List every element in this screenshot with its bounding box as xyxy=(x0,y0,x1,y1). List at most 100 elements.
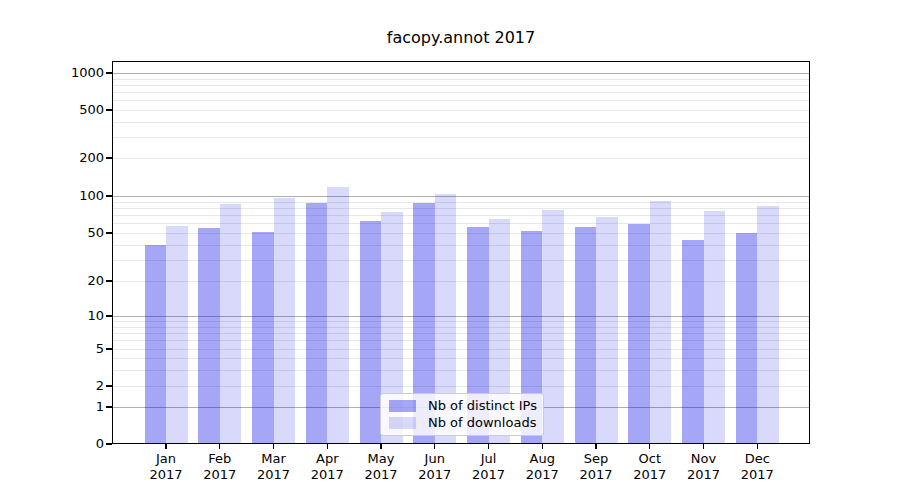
y-tick-label: 2 xyxy=(34,378,104,394)
x-tick-month: Nov xyxy=(676,451,732,467)
y-tick-label: 200 xyxy=(34,150,104,166)
x-tick-month: Apr xyxy=(299,451,355,467)
x-tick-month: May xyxy=(353,451,409,467)
legend-label-distinct-ips: Nb of distinct IPs xyxy=(428,398,537,414)
y-tick-label: 1000 xyxy=(34,65,104,81)
x-tick-mark xyxy=(327,444,328,449)
x-tick-year: 2017 xyxy=(622,467,678,483)
legend-entry-downloads: Nb of downloads xyxy=(389,415,535,431)
gridline-minor xyxy=(112,208,810,209)
x-tick-label: Oct2017 xyxy=(622,451,678,483)
x-tick-label: Mar2017 xyxy=(246,451,302,483)
gridline-minor xyxy=(112,158,810,159)
gridline-minor xyxy=(112,79,810,80)
x-tick-mark xyxy=(165,444,166,449)
x-tick-label: Feb2017 xyxy=(192,451,248,483)
x-tick-year: 2017 xyxy=(407,467,463,483)
bar-downloads xyxy=(220,204,242,444)
y-tick-mark xyxy=(106,348,112,349)
bar-distinct-ips xyxy=(198,228,220,444)
bar-distinct-ips xyxy=(628,224,650,444)
y-tick-mark xyxy=(106,109,112,110)
x-tick-label: Sep2017 xyxy=(568,451,624,483)
bar-distinct-ips xyxy=(736,233,758,444)
legend: Nb of distinct IPs Nb of downloads xyxy=(380,393,544,436)
x-tick-label: Jun2017 xyxy=(407,451,463,483)
x-tick-mark xyxy=(595,444,596,449)
y-tick-mark xyxy=(106,232,112,233)
legend-label-downloads: Nb of downloads xyxy=(428,415,536,431)
legend-swatch-downloads xyxy=(389,417,416,429)
bar-downloads xyxy=(327,187,349,444)
x-tick-label: Jul2017 xyxy=(461,451,517,483)
plot-area xyxy=(112,61,810,444)
x-tick-mark xyxy=(434,444,435,449)
bar-downloads xyxy=(596,217,618,444)
x-tick-label: May2017 xyxy=(353,451,409,483)
y-tick-mark xyxy=(106,280,112,281)
x-tick-year: 2017 xyxy=(353,467,409,483)
y-tick-label: 500 xyxy=(34,102,104,118)
x-tick-month: Jun xyxy=(407,451,463,467)
x-tick-mark xyxy=(649,444,650,449)
y-tick-label: 1 xyxy=(34,399,104,415)
x-tick-month: Sep xyxy=(568,451,624,467)
bar-downloads xyxy=(274,198,296,444)
gridline-minor xyxy=(112,122,810,123)
x-tick-year: 2017 xyxy=(138,467,194,483)
x-tick-mark xyxy=(273,444,274,449)
y-tick-label: 100 xyxy=(34,188,104,204)
x-tick-month: Aug xyxy=(514,451,570,467)
bar-downloads xyxy=(542,210,564,444)
x-tick-mark xyxy=(380,444,381,449)
x-tick-month: Oct xyxy=(622,451,678,467)
bar-downloads xyxy=(757,206,779,444)
x-tick-label: Apr2017 xyxy=(299,451,355,483)
x-tick-mark xyxy=(488,444,489,449)
legend-entry-distinct-ips: Nb of distinct IPs xyxy=(389,398,535,414)
bar-distinct-ips xyxy=(252,232,274,444)
x-tick-label: Dec2017 xyxy=(729,451,785,483)
x-tick-year: 2017 xyxy=(729,467,785,483)
gridline-major xyxy=(112,196,810,197)
chart-title: facopy.annot 2017 xyxy=(112,28,810,48)
bar-distinct-ips xyxy=(682,240,704,444)
gridline-minor xyxy=(112,100,810,101)
x-tick-month: Dec xyxy=(729,451,785,467)
x-tick-label: Jan2017 xyxy=(138,451,194,483)
x-tick-mark xyxy=(757,444,758,449)
y-tick-mark xyxy=(106,72,112,73)
y-tick-mark xyxy=(106,406,112,407)
gridline-minor xyxy=(112,137,810,138)
y-tick-label: 5 xyxy=(34,341,104,357)
y-tick-mark xyxy=(106,157,112,158)
legend-swatch-distinct-ips xyxy=(389,400,416,412)
bar-downloads xyxy=(166,226,188,444)
x-tick-month: Jul xyxy=(461,451,517,467)
x-tick-year: 2017 xyxy=(299,467,355,483)
gridline-minor xyxy=(112,110,810,111)
y-tick-label: 50 xyxy=(34,225,104,241)
x-tick-year: 2017 xyxy=(514,467,570,483)
bar-downloads xyxy=(704,211,726,444)
x-tick-year: 2017 xyxy=(568,467,624,483)
x-tick-month: Jan xyxy=(138,451,194,467)
bar-distinct-ips xyxy=(145,245,167,444)
y-tick-label: 10 xyxy=(34,308,104,324)
x-tick-label: Aug2017 xyxy=(514,451,570,483)
x-tick-mark xyxy=(703,444,704,449)
y-tick-label: 20 xyxy=(34,273,104,289)
bar-downloads xyxy=(650,201,672,444)
gridline-minor xyxy=(112,92,810,93)
x-tick-mark xyxy=(542,444,543,449)
x-tick-month: Mar xyxy=(246,451,302,467)
x-tick-year: 2017 xyxy=(192,467,248,483)
x-tick-year: 2017 xyxy=(461,467,517,483)
chart-figure: facopy.annot 2017 0 1 2 5 10 20 50 100 200 500 100… xyxy=(0,0,900,500)
x-tick-mark xyxy=(219,444,220,449)
x-tick-year: 2017 xyxy=(246,467,302,483)
x-tick-label: Nov2017 xyxy=(676,451,732,483)
y-tick-label: 0 xyxy=(34,436,104,452)
gridline-major xyxy=(112,73,810,74)
x-tick-year: 2017 xyxy=(676,467,732,483)
